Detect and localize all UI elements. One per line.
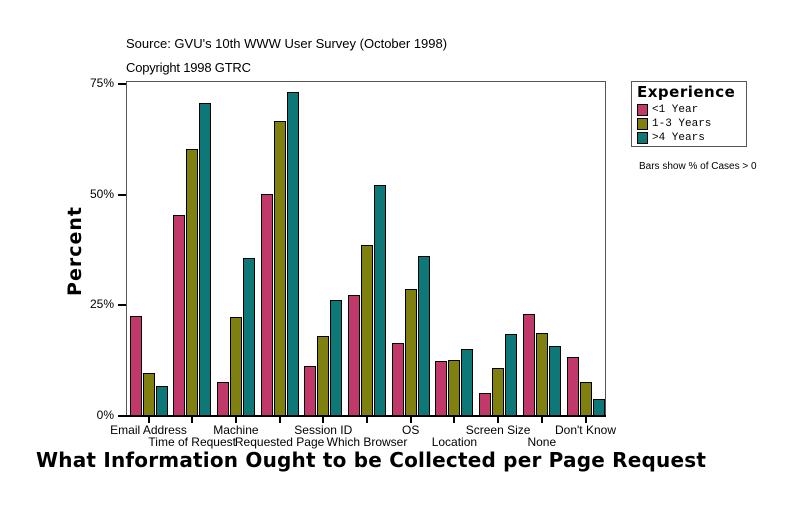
legend-swatch	[637, 117, 648, 130]
legend-label: <1 Year	[652, 103, 699, 116]
x-tick	[453, 417, 456, 423]
chart-source: Source: GVU's 10th WWW User Survey (Octo…	[126, 36, 448, 51]
bar	[186, 149, 199, 416]
bar	[404, 289, 417, 416]
bar	[461, 348, 474, 416]
legend-item-gt4: >4 Years	[637, 131, 705, 144]
bar	[535, 332, 548, 416]
x-tick	[409, 417, 412, 423]
x-tick-label: Session ID	[294, 423, 353, 437]
y-tick	[118, 304, 126, 307]
legend-swatch	[637, 131, 648, 144]
bar	[592, 399, 605, 416]
x-tick-label: Email Address	[110, 423, 187, 437]
y-tick-label: 0%	[96, 408, 114, 422]
bar	[304, 365, 317, 416]
y-axis-title: Percent	[64, 206, 86, 296]
x-tick-label: Requested Page	[234, 435, 325, 449]
bar	[142, 372, 155, 416]
bar	[579, 381, 592, 416]
y-tick	[118, 193, 126, 196]
x-tick-label: OS	[402, 423, 420, 437]
y-tick-label: 50%	[89, 186, 114, 201]
x-tick-label: Machine	[213, 423, 259, 437]
legend-swatch	[637, 103, 648, 116]
bar	[417, 256, 430, 416]
legend-label: 1-3 Years	[652, 117, 712, 130]
legend-item-lt1: <1 Year	[637, 103, 698, 116]
legend-note: Bars show % of Cases > 0	[639, 161, 757, 172]
bar	[260, 193, 273, 416]
x-tick	[234, 417, 237, 423]
legend: Experience <1 Year 1-3 Years >4 Years	[631, 81, 747, 147]
x-tick	[278, 417, 281, 423]
x-tick	[497, 417, 500, 423]
bar	[505, 333, 518, 416]
x-tick-label: Don't Know	[555, 423, 616, 437]
bar	[435, 361, 448, 416]
chart-title: What Information Ought to be Collected p…	[36, 448, 707, 472]
bar	[548, 346, 561, 416]
chart-copyright: Copyright 1998 GTRC	[126, 60, 251, 75]
bar	[330, 299, 343, 416]
bar	[273, 120, 286, 416]
bar	[173, 215, 186, 416]
x-tick-label: Which Browser	[326, 435, 408, 449]
bar	[229, 316, 242, 416]
bar	[348, 294, 360, 416]
bar	[479, 392, 492, 416]
x-tick	[540, 417, 543, 423]
x-tick	[366, 417, 368, 423]
bar	[448, 359, 461, 416]
bar	[374, 184, 386, 416]
legend-item-1to3: 1-3 Years	[637, 117, 711, 130]
bar	[155, 386, 168, 416]
x-tick	[147, 417, 150, 423]
bar	[216, 381, 229, 416]
bar	[129, 315, 142, 416]
x-tick	[322, 417, 325, 423]
bar	[242, 258, 255, 416]
x-axis-line	[118, 415, 606, 417]
y-tick-label: 75%	[89, 75, 114, 90]
bar	[361, 245, 373, 416]
bar	[492, 367, 505, 416]
bar	[391, 342, 404, 416]
bar	[199, 103, 212, 416]
x-tick-label: None	[527, 435, 557, 449]
plot-area	[126, 81, 606, 416]
legend-title: Experience	[637, 83, 736, 101]
bar	[566, 357, 579, 416]
bar	[522, 313, 535, 416]
y-tick	[118, 82, 126, 85]
legend-label: >4 Years	[652, 131, 705, 144]
bar	[286, 91, 299, 416]
x-tick-label: Screen Size	[465, 423, 531, 437]
y-tick-label: 25%	[89, 297, 114, 312]
bar	[317, 335, 330, 416]
x-tick	[191, 417, 194, 423]
x-tick	[584, 417, 587, 423]
x-tick-label: Time of Request	[148, 435, 236, 449]
x-tick-label: Location	[431, 435, 478, 449]
